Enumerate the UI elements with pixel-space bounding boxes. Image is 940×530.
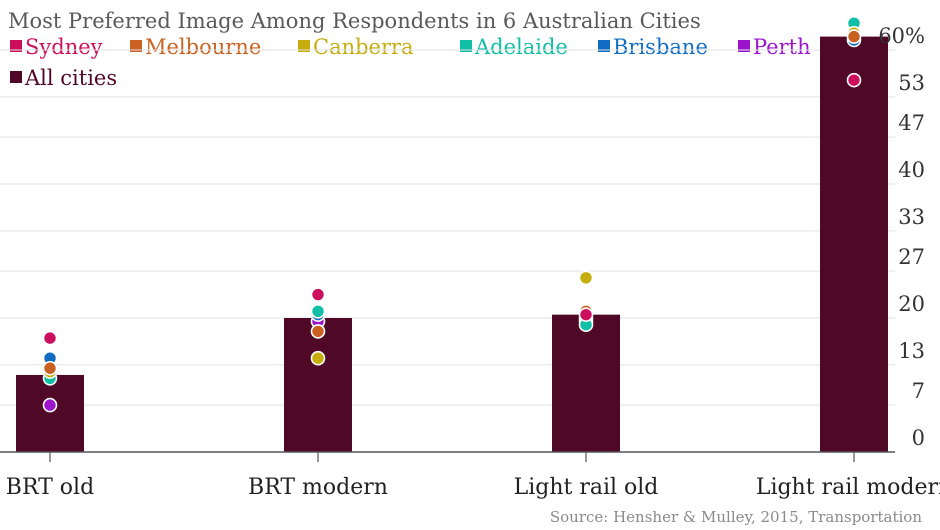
bar-light-rail-old xyxy=(552,314,620,452)
dot-sydney xyxy=(42,330,58,346)
x-tick-label: Light rail old xyxy=(514,475,659,500)
y-tick-label: 27 xyxy=(898,245,925,269)
legend-swatch-canberra xyxy=(298,40,310,52)
legend-label-melbourne: Melbourne xyxy=(145,35,261,59)
y-tick-label: 40 xyxy=(898,158,925,182)
y-tick-label: 20 xyxy=(898,292,925,316)
y-tick-label: 7 xyxy=(912,379,925,403)
legend-swatch-melbourne xyxy=(130,40,142,52)
y-tick-label: 60% xyxy=(878,24,925,48)
legend-label-sydney: Sydney xyxy=(25,35,103,59)
x-axis: BRT old BRT modern Light rail old Light rai… xyxy=(6,452,940,500)
legend-swatch-brisbane xyxy=(598,40,610,52)
legend-label-adelaide: Adelaide xyxy=(474,35,568,59)
legend-swatch-sydney xyxy=(10,40,22,52)
dot-canberra xyxy=(578,270,594,286)
gridlines xyxy=(0,49,895,406)
legend-label-all-cities: All cities xyxy=(24,66,117,90)
bar-brt-old xyxy=(16,374,84,452)
y-tick-label: 53 xyxy=(898,71,925,95)
legend: Sydney Melbourne Canberra Adelaide Brisbane P… xyxy=(10,35,811,90)
legend-label-brisbane: Brisbane xyxy=(613,35,708,59)
legend-swatch-perth xyxy=(738,40,750,52)
bars xyxy=(16,36,888,452)
source-note: Source: Hensher & Mulley, 2015, Transpor… xyxy=(550,508,922,526)
bar-light-rail-modern xyxy=(820,36,888,452)
dot-sydney xyxy=(846,72,862,88)
city-dots xyxy=(42,15,862,413)
legend-label-perth: Perth xyxy=(753,35,811,59)
dot-sydney xyxy=(578,307,594,322)
y-tick-label: 13 xyxy=(898,339,925,363)
y-tick-label: 47 xyxy=(898,111,925,135)
y-tick-label: 33 xyxy=(898,205,925,229)
dot-melbourne xyxy=(846,29,862,44)
dot-melbourne xyxy=(310,324,326,339)
x-tick-label: Light rail modern xyxy=(756,475,940,500)
bar-brt-modern xyxy=(284,318,352,452)
dot-sydney xyxy=(310,287,326,302)
legend-label-canberra: Canberra xyxy=(313,35,414,59)
dot-perth xyxy=(42,397,58,413)
y-tick-label: 0 xyxy=(912,426,925,450)
legend-swatch-adelaide xyxy=(460,40,472,52)
chart-title: Most Preferred Image Among Respondents i… xyxy=(8,9,701,33)
y-axis: 0 7 13 20 27 33 40 47 53 60% xyxy=(878,24,925,450)
dot-adelaide xyxy=(310,303,326,319)
dot-melbourne xyxy=(42,360,58,376)
x-tick-label: BRT old xyxy=(6,475,94,500)
x-tick-label: BRT modern xyxy=(248,475,388,500)
legend-swatch-all-cities xyxy=(10,71,22,83)
dot-canberra xyxy=(310,350,326,366)
